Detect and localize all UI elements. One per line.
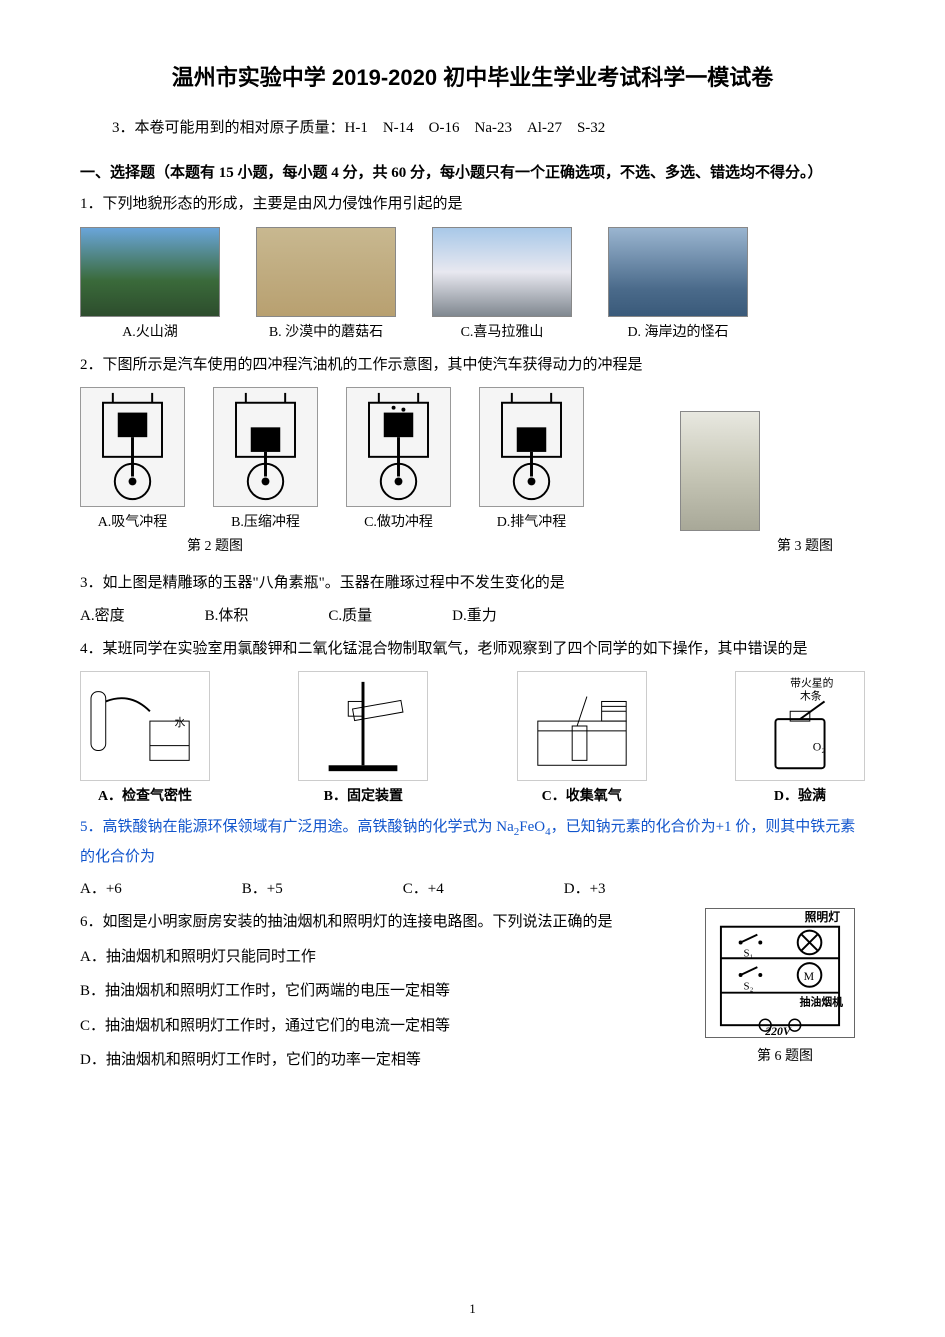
svg-text:M: M	[804, 969, 815, 983]
q2-engine-d	[479, 387, 584, 507]
q4-option-b: B．固定装置	[324, 785, 403, 805]
svg-text:220V: 220V	[764, 1024, 792, 1038]
q4-stem: 4．某班同学在实验室用氯酸钾和二氧化锰混合物制取氧气，老师观察到了四个同学的如下…	[80, 635, 865, 664]
page-number: 1	[469, 1301, 476, 1317]
q4-option-c: C．收集氧气	[542, 785, 622, 805]
q3-option-d: D.重力	[452, 604, 497, 625]
q4-diagram-b	[298, 671, 428, 781]
q2-fig-label: 第 2 题图	[80, 535, 350, 555]
q6-circuit-diagram: 照明灯 S₁ S₂ M 抽油烟机 220V	[705, 908, 855, 1038]
svg-text:S₂: S₂	[744, 981, 754, 993]
q1-image-b	[256, 227, 396, 317]
q1-image-c	[432, 227, 572, 317]
q3-option-a: A.密度	[80, 604, 125, 625]
q2-option-d: D.排气冲程	[497, 511, 567, 531]
q1-image-a	[80, 227, 220, 317]
q3-jade-image	[680, 411, 760, 531]
q5-option-b: B．+5	[242, 877, 283, 898]
q1-option-c: C.喜马拉雅山	[461, 321, 544, 341]
svg-text:水: 水	[174, 716, 185, 729]
q3-options: A.密度 B.体积 C.质量 D.重力	[80, 604, 865, 625]
q5-option-c: C．+4	[403, 877, 444, 898]
q5-options: A．+6 B．+5 C．+4 D．+3	[80, 877, 865, 898]
q2-engine-a	[80, 387, 185, 507]
svg-text:照明灯: 照明灯	[805, 910, 841, 924]
q6-option-c: C．抽油烟机和照明灯工作时，通过它们的电流一定相等	[80, 1012, 705, 1041]
q4-diagram-d: 带火星的木条 O₂	[735, 671, 865, 781]
svg-text:带火星的: 带火星的	[790, 676, 833, 690]
q6-option-d: D．抽油烟机和照明灯工作时，它们的功率一定相等	[80, 1046, 705, 1075]
q1-image-d	[608, 227, 748, 317]
q6-option-b: B．抽油烟机和照明灯工作时，它们两端的电压一定相等	[80, 977, 705, 1006]
q6-stem: 6．如图是小明家厨房安装的抽油烟机和照明灯的连接电路图。下列说法正确的是	[80, 908, 705, 937]
q1-option-d: D. 海岸边的怪石	[627, 321, 728, 341]
q5-option-d: D．+3	[564, 877, 606, 898]
svg-text:木条: 木条	[800, 688, 822, 702]
q2-option-b: B.压缩冲程	[231, 511, 300, 531]
q4-option-d: D．验满	[774, 785, 826, 805]
q2-image-row: A.吸气冲程 B.压缩冲程 C.做功冲程 D.排气冲程	[80, 387, 865, 531]
q1-option-b: B. 沙漠中的蘑菇石	[269, 321, 383, 341]
q3-stem: 3．如上图是精雕琢的玉器"八角素瓶"。玉器在雕琢过程中不发生变化的是	[80, 569, 865, 598]
svg-text:S₁: S₁	[744, 948, 754, 960]
svg-text:O₂: O₂	[813, 741, 826, 754]
q6-option-a: A．抽油烟机和照明灯只能同时工作	[80, 943, 705, 972]
svg-text:抽油烟机: 抽油烟机	[800, 995, 843, 1009]
q3-option-c: C.质量	[328, 604, 372, 625]
atomic-mass-line: 3．本卷可能用到的相对原子质量：H-1 N-14 O-16 Na-23 Al-2…	[80, 116, 865, 137]
q4-image-row: 水 A．检查气密性 B．固定装置 C．收集氧气 带火星的木条 O₂ D．验满	[80, 671, 865, 805]
q4-option-a: A．检查气密性	[98, 785, 192, 805]
q5-text-2: FeO	[519, 819, 545, 835]
q2-engine-c	[346, 387, 451, 507]
q6-fig-label: 第 6 题图	[705, 1045, 865, 1065]
q3-option-b: B.体积	[205, 604, 249, 625]
q4-diagram-c	[517, 671, 647, 781]
q2-stem: 2．下图所示是汽车使用的四冲程汽油机的工作示意图，其中使汽车获得动力的冲程是	[80, 351, 865, 380]
q6-container: 6．如图是小明家厨房安装的抽油烟机和照明灯的连接电路图。下列说法正确的是 A．抽…	[80, 908, 865, 1081]
q4-diagram-a: 水	[80, 671, 210, 781]
exam-title: 温州市实验中学 2019-2020 初中毕业生学业考试科学一模试卷	[80, 60, 865, 92]
q1-stem: 1．下列地貌形态的形成，主要是由风力侵蚀作用引起的是	[80, 190, 865, 219]
q2-engine-b	[213, 387, 318, 507]
q5-stem: 5．高铁酸钠在能源环保领域有广泛用途。高铁酸钠的化学式为 Na2FeO4，已知钠…	[80, 813, 865, 871]
q5-text-1: 5．高铁酸钠在能源环保领域有广泛用途。高铁酸钠的化学式为 Na	[80, 819, 514, 835]
q2-option-a: A.吸气冲程	[98, 511, 168, 531]
q2-option-c: C.做功冲程	[364, 511, 433, 531]
q5-option-a: A．+6	[80, 877, 122, 898]
q1-option-a: A.火山湖	[122, 321, 178, 341]
section-1-heading: 一、选择题（本题有 15 小题，每小题 4 分，共 60 分，每小题只有一个正确…	[80, 161, 865, 182]
q3-fig-label: 第 3 题图	[745, 535, 865, 555]
q1-image-row: A.火山湖 B. 沙漠中的蘑菇石 C.喜马拉雅山 D. 海岸边的怪石	[80, 227, 865, 341]
